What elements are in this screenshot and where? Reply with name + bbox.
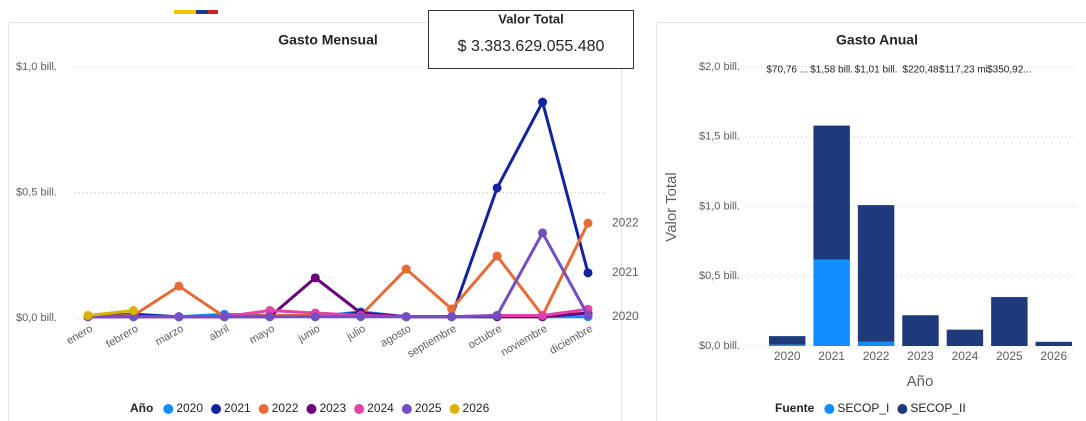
- legend-title: Año: [130, 401, 153, 415]
- card-value: $ 3.383.629.055.480: [458, 38, 605, 55]
- x-tick-label: 2025: [996, 349, 1023, 363]
- series-marker: [583, 218, 593, 228]
- legend-swatch: [401, 404, 412, 414]
- panel-left: [8, 22, 622, 421]
- y-tick-label: $1,0 bill.: [699, 200, 740, 212]
- series-marker: [401, 312, 411, 322]
- series-marker: [401, 264, 411, 274]
- legend-label: 2021: [224, 401, 251, 415]
- series-marker: [310, 312, 320, 322]
- y-tick-label: $1,0 bill.: [16, 61, 57, 73]
- series-marker: [310, 273, 320, 283]
- x-axis-title: Año: [907, 373, 934, 390]
- bar-segment: [813, 125, 850, 260]
- end-label: 2022: [612, 215, 639, 229]
- bar-segment: [813, 259, 850, 346]
- series-marker: [265, 312, 275, 322]
- series-marker: [447, 304, 457, 314]
- bar-segment: [902, 315, 939, 346]
- y-axis-title: Valor Total: [663, 172, 680, 242]
- x-tick-label: 2021: [818, 349, 845, 363]
- card-title: Valor Total: [498, 11, 564, 26]
- x-tick-label: 2024: [952, 349, 979, 363]
- chart-title: Gasto Anual: [836, 32, 918, 48]
- flag-blue: [196, 10, 208, 14]
- series-marker: [492, 251, 502, 261]
- series-marker: [447, 312, 457, 322]
- legend-title: Fuente: [775, 401, 815, 415]
- legend-label: 2025: [415, 401, 442, 415]
- total-label: $1,01 bill.: [855, 65, 898, 76]
- flag-red: [208, 10, 218, 14]
- legend-swatch: [824, 404, 835, 414]
- total-label: $70,76 ...: [766, 65, 808, 76]
- series-marker: [492, 310, 502, 320]
- series-marker: [492, 183, 502, 193]
- legend-label: SECOP_II: [910, 401, 965, 415]
- bar-segment: [857, 205, 895, 342]
- card: [428, 10, 634, 69]
- panel-right: [656, 22, 1086, 421]
- x-tick-label: 2020: [774, 349, 801, 363]
- series-marker: [174, 281, 184, 291]
- total-label: $220,48: [902, 65, 939, 76]
- legend-swatch: [258, 404, 269, 414]
- series-line: [87, 308, 134, 317]
- x-tick-label: 2022: [863, 349, 890, 363]
- legend-swatch: [354, 404, 365, 414]
- flag-yellow: [174, 10, 196, 14]
- legend-swatch: [449, 404, 460, 414]
- legend-label: 2024: [367, 401, 394, 415]
- y-tick-label: $2,0 bill.: [699, 61, 740, 73]
- legend-swatch: [163, 404, 174, 414]
- series-marker: [583, 268, 593, 278]
- legend-label: 2026: [463, 401, 490, 415]
- legend-label: 2023: [319, 401, 346, 415]
- legend-swatch: [306, 404, 317, 414]
- series-marker: [538, 310, 548, 320]
- legend-swatch: [897, 404, 908, 414]
- chart-title: Gasto Mensual: [278, 32, 378, 48]
- x-tick-label: 2023: [907, 349, 934, 363]
- series-marker: [356, 312, 366, 322]
- series-marker: [128, 312, 138, 322]
- y-tick-label: $1,5 bill.: [699, 131, 740, 143]
- legend-label: SECOP_I: [837, 401, 889, 415]
- end-label: 2021: [612, 265, 639, 279]
- series-marker: [583, 310, 593, 320]
- series-line: [88, 229, 590, 319]
- y-tick-label: $0,0 bill.: [699, 340, 740, 352]
- series-marker: [219, 312, 229, 322]
- series-marker: [538, 228, 548, 238]
- bar-segment: [857, 341, 895, 346]
- series-marker: [265, 305, 275, 315]
- bar-segment: [768, 336, 806, 345]
- total-label: $117,23 mi.: [939, 65, 991, 76]
- bar-segment: [768, 344, 806, 346]
- series-marker: [128, 305, 138, 315]
- y-tick-label: $0,5 bill.: [16, 186, 57, 198]
- end-label: 2020: [612, 309, 639, 323]
- x-tick-label: 2026: [1040, 349, 1067, 363]
- total-label: $350,92...: [987, 65, 1031, 76]
- series-marker: [83, 310, 93, 320]
- series-marker: [538, 97, 548, 107]
- bar-segment: [991, 297, 1028, 346]
- y-tick-label: $0,0 bill.: [16, 312, 57, 324]
- legend-swatch: [211, 404, 222, 414]
- bar-segment: [946, 329, 984, 346]
- bar-segment: [1035, 341, 1073, 346]
- series-marker: [174, 312, 184, 322]
- legend-label: 2020: [176, 401, 203, 415]
- y-tick-label: $0,5 bill.: [699, 270, 740, 282]
- total-label: $1,58 bill.: [810, 65, 853, 76]
- legend-label: 2022: [272, 401, 299, 415]
